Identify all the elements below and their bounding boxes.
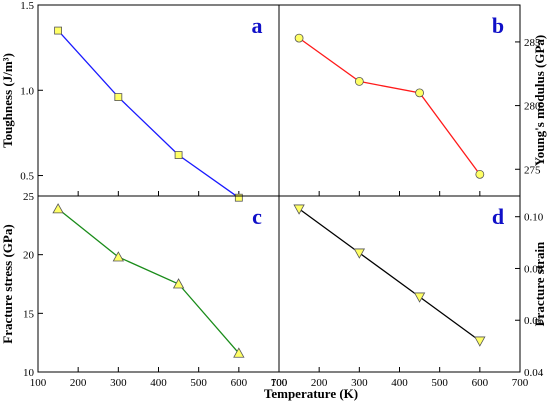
y-axis-title: Fracture stress (GPa) <box>0 224 15 343</box>
x-tick-label: 600 <box>231 377 248 389</box>
series-line <box>57 30 240 199</box>
data-point <box>475 169 485 179</box>
data-point <box>474 336 486 347</box>
panel-d: 0.04 0.06 0.08 0.10 Fracture strain d <box>278 195 547 379</box>
y-axis-title: Young's modulus (GPa) <box>532 35 547 166</box>
panels-group: 0.5 1.0 1.5 Toughness (J/m³) a 275 280 285Young… <box>0 0 547 389</box>
y-tick-label: 1.0 <box>20 85 34 97</box>
y-tick-label: 0.10 <box>524 212 544 224</box>
x-tick-label: 100 <box>271 377 288 389</box>
y-tick-label: 1.5 <box>20 0 34 12</box>
data-point <box>415 88 424 98</box>
panel-a: 0.5 1.0 1.5 Toughness (J/m³) a <box>0 0 280 202</box>
x-tick-label: 700 <box>271 377 288 389</box>
data-point <box>233 347 245 358</box>
x-axis-title: Temperature (K) <box>264 386 358 401</box>
series-line <box>298 37 481 175</box>
x-tick-label: 200 <box>70 377 87 389</box>
data-point <box>112 251 125 262</box>
x-tick-label: 500 <box>431 377 448 389</box>
panel-c: 10 15 20 25 Fracture stress (GPa) c <box>0 191 280 379</box>
x-tick-label: 100 <box>30 377 47 389</box>
data-point <box>52 203 64 214</box>
data-point <box>293 204 305 215</box>
y-tick-label: 0.08 <box>524 263 544 275</box>
x-tick-label: 400 <box>150 377 167 389</box>
panel-letter: a <box>252 13 263 38</box>
y-tick-label: 0.06 <box>524 315 544 327</box>
data-point <box>114 93 123 101</box>
x-tick-label: 500 <box>190 377 207 389</box>
y-tick-label: 275 <box>524 164 541 176</box>
x-tick-label: 300 <box>110 377 127 389</box>
y-axis-title: Toughness (J/m³) <box>0 53 15 148</box>
x-tick-label: 700 <box>512 377 529 389</box>
data-point <box>172 278 185 289</box>
series-line <box>57 208 240 354</box>
x-tick-label: 300 <box>351 377 368 389</box>
series-line <box>298 208 481 342</box>
x-tick-label: 400 <box>391 377 408 389</box>
x-tick-label: 600 <box>472 377 489 389</box>
y-axis-title: Fracture strain <box>532 241 547 326</box>
panel-b-frame <box>278 4 521 197</box>
panel-letter: b <box>492 13 504 38</box>
data-point <box>413 292 426 303</box>
panel-letter: d <box>492 204 504 229</box>
data-point <box>354 77 364 86</box>
y-tick-label: 280 <box>524 101 541 113</box>
y-tick-label: 25 <box>23 191 35 203</box>
x-tick-label: 200 <box>311 377 328 389</box>
data-point <box>234 193 243 202</box>
y-tick-label: 0.5 <box>20 171 34 183</box>
y-tick-label: 0.04 <box>524 367 544 379</box>
data-point <box>353 248 366 259</box>
panel-letter: c <box>252 204 262 229</box>
panel-d-frame <box>278 195 521 373</box>
y-tick-label: 15 <box>23 308 35 320</box>
y-tick-label: 10 <box>23 367 35 379</box>
panel-a-frame <box>37 4 280 197</box>
data-point <box>294 33 304 43</box>
y-tick-label: 20 <box>23 250 35 262</box>
data-point <box>54 26 62 35</box>
y-tick-label: 285 <box>524 37 541 49</box>
data-point <box>174 151 183 159</box>
